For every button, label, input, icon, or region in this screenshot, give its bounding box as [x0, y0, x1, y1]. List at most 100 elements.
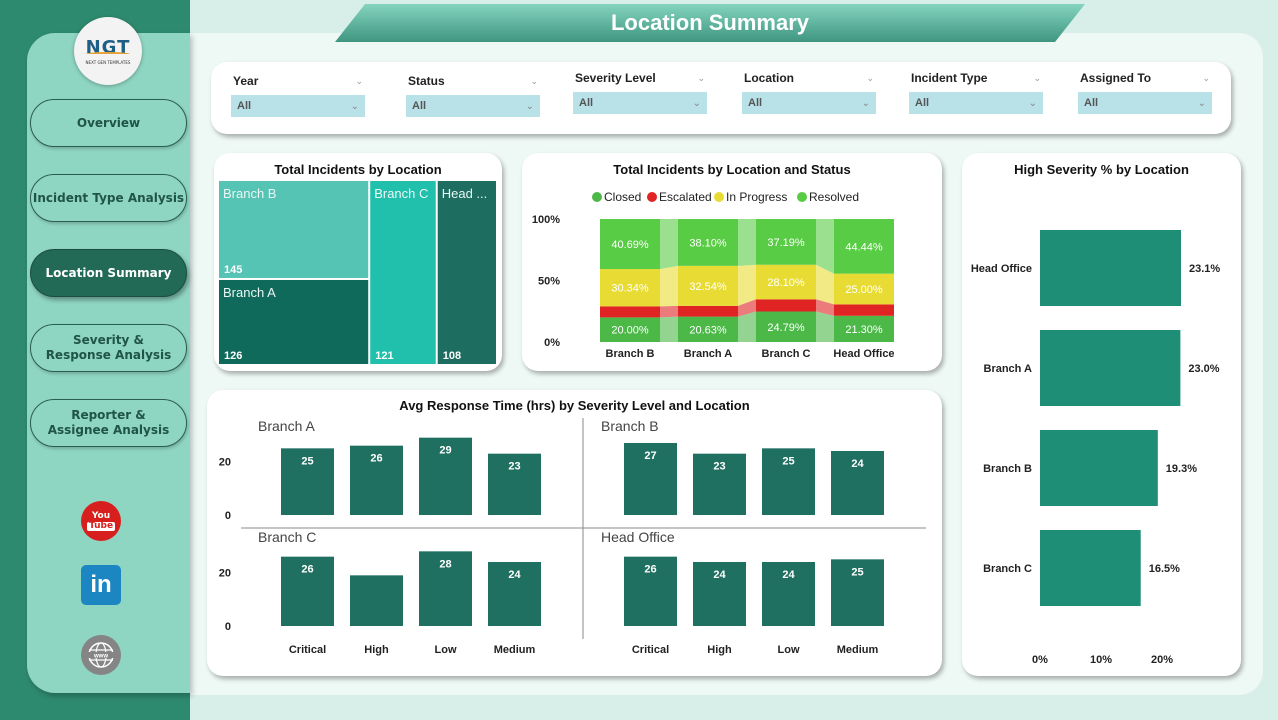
x-tick-label: Branch C [762, 348, 811, 360]
x-tick-label: Low [778, 644, 800, 656]
stacked-bar-segment [600, 219, 660, 270]
x-tick-label: 0% [1032, 654, 1048, 666]
severity-level-select[interactable]: All ⌄ [573, 92, 707, 114]
location-select[interactable]: All ⌄ [742, 92, 876, 114]
year-select[interactable]: All ⌄ [231, 95, 365, 117]
globe-www-icon[interactable]: www [81, 635, 121, 675]
legend-label: In Progress [726, 190, 787, 204]
assigned-to-select[interactable]: All ⌄ [1078, 92, 1212, 114]
legend-label: Closed [604, 190, 641, 204]
treemap-tile-label: Branch C [374, 186, 428, 201]
bar-value-label: 25 [782, 455, 794, 467]
segment-label: 38.10% [689, 237, 727, 249]
y-tick-label: 100% [532, 214, 560, 226]
filter-bar: Year ⌄ All ⌄ Status ⌄ All ⌄ Severity Level ⌄ … [211, 62, 1231, 134]
filter-label: Year [233, 74, 259, 88]
bar-value-label: 29 [439, 445, 451, 457]
panel-title: Branch A [258, 418, 315, 434]
svg-text:www: www [93, 654, 108, 660]
x-tick-label: 20% [1151, 654, 1173, 666]
select-value: All [579, 97, 594, 109]
nav-incident-type-analysis[interactable]: Incident Type Analysis [30, 174, 187, 222]
x-tick-label: 10% [1090, 654, 1112, 666]
treemap-tile [437, 181, 496, 364]
response-time-card: Avg Response Time (hrs) by Severity Leve… [207, 390, 942, 676]
chevron-down-icon[interactable]: ⌄ [697, 72, 705, 83]
nav-label: Reporter & Assignee Analysis [47, 408, 170, 437]
chevron-down-icon[interactable]: ⌄ [1033, 72, 1041, 83]
bar-value-label: 24 [782, 569, 795, 581]
segment-label: 40.69% [611, 239, 649, 251]
high-severity-card: High Severity % by Location Head Office 2… [962, 153, 1241, 676]
ngt-logo: NGT NEXT GEN TEMPLATES [74, 17, 142, 85]
bar-value-label: 26 [370, 453, 382, 465]
chevron-down-icon[interactable]: ⌄ [530, 75, 538, 86]
response-bar [624, 556, 677, 626]
treemap-chart: Branch B 145 Branch A 126 Branch C 121 Head ..… [219, 181, 496, 364]
high-severity-title: High Severity % by Location [1014, 162, 1189, 177]
filter-assigned-to: Assigned To ⌄ All ⌄ [1078, 68, 1212, 114]
stacked-title: Total Incidents by Location and Status [613, 162, 851, 177]
stacked-bar-segment [756, 219, 816, 265]
chevron-down-icon[interactable]: ⌄ [866, 72, 874, 83]
filter-location: Location ⌄ All ⌄ [742, 68, 876, 114]
legend-marker-icon [714, 192, 724, 202]
nav-reporter-assignee-analysis[interactable]: Reporter & Assignee Analysis [30, 399, 187, 447]
panel-title: Branch C [258, 529, 316, 545]
bar-value-label: 19.3% [1166, 463, 1197, 475]
filter-severity-level: Severity Level ⌄ All ⌄ [573, 68, 707, 114]
page-title: Location Summary [610, 10, 810, 35]
stacked-bar-segment [678, 219, 738, 266]
legend-label: Escalated [659, 190, 712, 204]
x-tick-label: Medium [837, 644, 879, 656]
treemap-tile [370, 181, 436, 364]
stacked-bar-segment [600, 269, 660, 307]
incident-type-select[interactable]: All ⌄ [909, 92, 1043, 114]
select-value: All [412, 100, 427, 112]
severity-bar [1040, 530, 1141, 606]
treemap-tile-value: 126 [224, 350, 242, 362]
filter-label: Assigned To [1080, 71, 1152, 85]
panel-title: Branch B [601, 418, 659, 434]
status-select[interactable]: All ⌄ [406, 95, 540, 117]
nav-severity-response-analysis[interactable]: Severity & Response Analysis [30, 324, 187, 372]
linkedin-icon[interactable]: in [81, 565, 121, 605]
response-bar [831, 559, 884, 626]
filter-year: Year ⌄ All ⌄ [231, 71, 365, 117]
chevron-down-icon[interactable]: ⌄ [355, 75, 363, 86]
bar-value-label: 24 [713, 569, 726, 581]
ribbon [660, 316, 678, 342]
y-tick-label: 20 [219, 457, 231, 469]
response-bar [419, 437, 472, 515]
stacked-chart: Closed Escalated In Progress Resolved 0% 50% 1… [532, 190, 895, 360]
ribbon [660, 305, 678, 318]
stacked-bar-segment [678, 305, 738, 317]
response-bar [488, 453, 541, 515]
legend-marker-icon [797, 192, 807, 202]
chevron-down-icon[interactable]: ⌄ [1202, 72, 1210, 83]
legend-marker-icon [592, 192, 602, 202]
nav-location-summary[interactable]: Location Summary [30, 249, 187, 297]
x-tick-label: High [707, 644, 732, 656]
response-bar [281, 448, 334, 515]
nav-overview[interactable]: Overview [30, 99, 187, 147]
y-tick-label: Head Office [971, 263, 1032, 275]
stacked-bar-segment [834, 304, 894, 316]
y-tick-label: 0 [225, 510, 231, 522]
response-bar [762, 448, 815, 515]
stacked-bar-segment [756, 311, 816, 342]
segment-label: 25.00% [845, 284, 883, 296]
treemap-tile-label: Head ... [442, 186, 488, 201]
stacked-bar-segment [834, 315, 894, 342]
bar-value-label: 25 [851, 566, 863, 578]
bar-value-label: 27 [644, 450, 656, 462]
x-tick-label: Branch B [606, 348, 655, 360]
treemap-tile-value: 121 [375, 350, 393, 362]
youtube-icon[interactable]: You Tube [81, 501, 121, 541]
filter-status: Status ⌄ All ⌄ [406, 71, 540, 117]
legend-label: Resolved [809, 190, 859, 204]
y-tick-label: 50% [538, 276, 560, 288]
select-value: All [237, 100, 252, 112]
panel-title: Head Office [601, 529, 675, 545]
treemap-tile [219, 279, 369, 364]
